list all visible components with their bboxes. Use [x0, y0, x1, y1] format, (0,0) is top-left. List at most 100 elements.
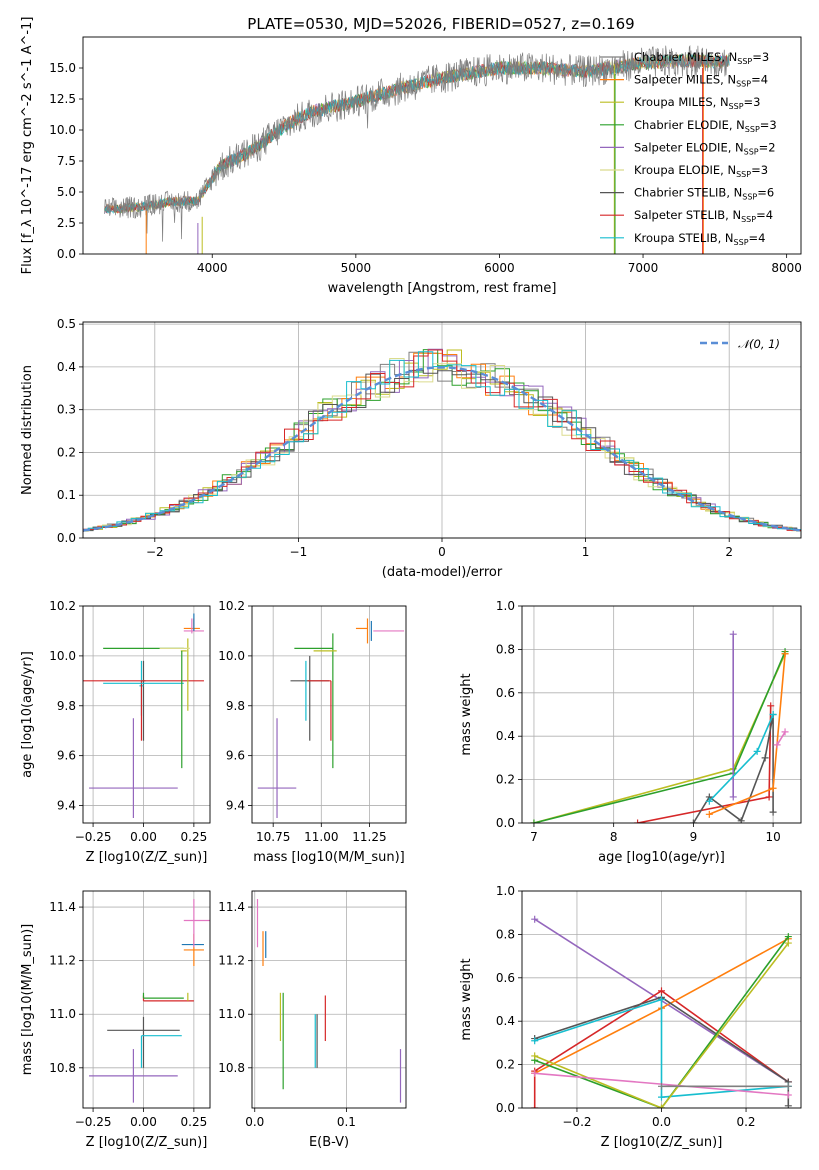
weight-marker — [689, 819, 697, 823]
weight-marker — [658, 1093, 665, 1101]
legend-label: Chabrier MILES, NSSP=3 — [634, 50, 769, 66]
weight-marker — [531, 1069, 539, 1077]
weight-line — [776, 731, 786, 746]
errorbar-point — [290, 655, 329, 741]
weight-marker — [784, 1091, 792, 1099]
mass_vs_EBV-axes: 0.0 0.1 10.8 11.0 11.2 11.4 E(B-V) — [218, 891, 406, 1150]
legend-eq: =3 — [752, 50, 769, 64]
y-tick-label: 9.4 — [57, 799, 76, 813]
y-tick-label: 0.2 — [496, 773, 515, 787]
residuals-xlabel: (data-model)/error — [382, 565, 503, 580]
weight_vs_Z-xlabel: Z [log10(Z/Z_sun)] — [601, 1135, 723, 1150]
weight-marker — [705, 797, 713, 805]
x-tick-label: 0.00 — [130, 1115, 157, 1129]
histogram-legend: 𝒩(0, 1) — [700, 337, 780, 351]
y-tick-label: 11.4 — [49, 900, 76, 914]
y-tick-label: 11.0 — [49, 1007, 76, 1021]
mass_vs_EBV-xlabel: E(B-V) — [309, 1135, 349, 1150]
y-tick-label: 0.1 — [57, 488, 76, 502]
y-tick-label: 11.2 — [218, 954, 245, 968]
histogram-series — [83, 351, 801, 531]
x-tick-label: 6000 — [484, 261, 515, 275]
age_vs_Z-axes: −0.25 0.00 0.25 9.4 9.6 9.8 10.0 10.2 Z [log10(Z… — [20, 599, 210, 865]
weight_vs_Z-ylabel: mass weight — [459, 958, 474, 1040]
weight-series — [531, 939, 792, 1108]
weight_vs_age-xlabel: age [log10(age/yr)] — [598, 850, 725, 865]
x-tick-label: 4000 — [197, 261, 228, 275]
weight-marker — [765, 793, 773, 801]
y-tick-label: 0.2 — [57, 445, 76, 459]
weight-marker — [531, 1104, 539, 1108]
y-tick-label: 5.0 — [57, 185, 76, 199]
y-tick-label: 0.6 — [496, 686, 515, 700]
spectrum-frame — [82, 36, 802, 255]
errorbar-point — [183, 899, 210, 948]
y-tick-label: 0.2 — [496, 1058, 515, 1072]
errorbar-point — [89, 718, 178, 819]
age_vs_Z-xlabel: Z [log10(Z/Z_sun)] — [86, 850, 208, 865]
x-tick-label: 5000 — [341, 261, 372, 275]
gaussian-curve — [83, 366, 801, 532]
residuals-ylabel: Normed distribution — [20, 365, 35, 495]
weight_vs_Z-series — [531, 915, 792, 1108]
residuals-frame — [82, 321, 802, 539]
legend-eq: =2 — [759, 140, 776, 154]
x-tick-label: 2 — [725, 545, 733, 559]
weight-marker — [769, 808, 777, 816]
errorbar-point — [257, 718, 297, 819]
spectrum-axes: 4000 5000 6000 7000 8000 0.0 2.5 5.0 7.5 10.0 12.5… — [20, 17, 802, 296]
legend-label: 𝒩(0, 1) — [738, 337, 780, 351]
figure-title: PLATE=0530, MJD=52026, FIBERID=0527, z=0… — [247, 15, 634, 33]
weight-marker — [530, 819, 538, 823]
legend-eq: =6 — [757, 186, 774, 200]
weight-marker — [781, 650, 789, 658]
age_vs_Z-frame — [82, 605, 211, 824]
legend-label: Chabrier STELIB, NSSP=6 — [634, 186, 774, 202]
legend-label: Salpeter STELIB, NSSP=4 — [634, 208, 773, 224]
mass_vs_Z-ylabel: mass [log10(M/M_sun)] — [20, 924, 35, 1076]
y-tick-label: 11.2 — [49, 954, 76, 968]
x-tick-label: 11.25 — [352, 830, 386, 844]
weight-series — [658, 1082, 792, 1090]
y-tick-label: 0.4 — [496, 1014, 515, 1028]
y-tick-label: 10.0 — [49, 649, 76, 663]
weight-series — [634, 702, 775, 823]
legend-label: Kroupa STELIB, NSSP=4 — [634, 231, 765, 247]
legend-sub: SSP — [744, 147, 759, 156]
mass_vs_Z-frame — [82, 890, 211, 1109]
weight-line — [534, 998, 789, 1099]
histogram-steps — [83, 348, 801, 533]
weight-marker — [658, 1104, 665, 1108]
x-tick-label: 0.25 — [181, 830, 208, 844]
weight-marker — [531, 915, 539, 923]
x-tick-label: 8 — [610, 830, 618, 844]
weight-marker — [769, 711, 777, 718]
weight-marker — [784, 1102, 792, 1108]
histogram-series — [83, 349, 801, 533]
legend-eq: =4 — [756, 208, 773, 222]
weight-marker — [784, 933, 792, 941]
legend-eq: =3 — [760, 118, 777, 132]
weight-marker — [634, 819, 642, 823]
weight_vs_age-ylabel: mass weight — [459, 673, 474, 755]
legend-label: Salpeter ELODIE, NSSP=2 — [634, 140, 776, 156]
x-tick-label: 10 — [765, 830, 780, 844]
y-tick-label: 0.8 — [496, 927, 515, 941]
legend-sub: SSP — [742, 193, 757, 202]
x-tick-label: 0.0 — [652, 1115, 671, 1129]
weight-marker — [658, 987, 665, 995]
age_vs_mass-xlabel: mass [log10(M/M_sun)] — [253, 850, 405, 865]
age_vs_mass-axes: 10.75 11.00 11.25 9.4 9.6 9.8 10.0 10.2 mass [lo… — [218, 599, 406, 865]
x-tick-label: 7000 — [628, 261, 659, 275]
weight-marker — [761, 754, 769, 762]
x-tick-label: 0.2 — [736, 1115, 755, 1129]
weight-marker — [773, 741, 781, 749]
y-tick-label: 0.0 — [57, 247, 76, 261]
age_vs_Z-ylabel: age [log10(age/yr)] — [20, 651, 35, 778]
legend-sub: SSP — [741, 215, 756, 224]
x-tick-label: −0.25 — [75, 830, 112, 844]
legend-sub: SSP — [734, 238, 749, 247]
spectrum-legend: Chabrier MILES, NSSP=3 Salpeter MILES, NS… — [600, 50, 777, 247]
y-tick-label: 11.0 — [218, 1007, 245, 1021]
legend-label: Kroupa MILES, NSSP=3 — [634, 95, 760, 111]
